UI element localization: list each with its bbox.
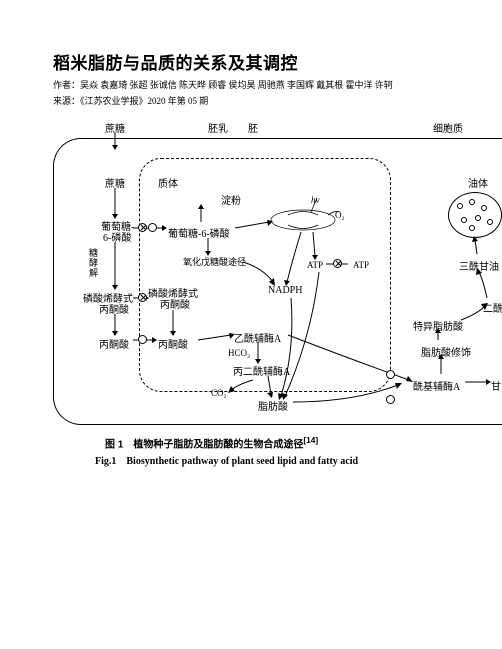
transporter-g6p-inner — [148, 223, 157, 232]
label-co2: CO₂ — [211, 388, 227, 398]
label-atp1: ATP — [307, 260, 323, 270]
label-special-fa: 特异脂肪酸 — [413, 318, 463, 333]
transporter-pyruvate — [138, 335, 147, 344]
figure-caption-cn: 图 1 植物种子脂肪及脂肪酸的生物合成途径[14] — [105, 435, 318, 450]
label-dag: 二酰 — [483, 300, 502, 315]
authors-line: 作者：吴焱 袁嘉琦 张超 张诚信 陈天晔 顾睿 侯均昊 周驰燕 李国辉 戴其根 … — [53, 78, 393, 91]
label-cytoplasm: 细胞质 — [433, 120, 463, 135]
label-pyruvate-l: 丙酮酸 — [99, 336, 129, 351]
label-fatty-acid: 脂肪酸 — [258, 398, 288, 413]
label-pep-r2: 丙酮酸 — [160, 296, 190, 311]
source-line: 来源：《江苏农业学报》2020 年第 05 期 — [53, 94, 208, 107]
label-g6p-2: 6-磷酸 — [103, 229, 131, 244]
label-pep-l2: 丙酮酸 — [99, 301, 129, 316]
label-o2: O₂ — [335, 210, 345, 220]
label-acylcoa: 酰基辅酶A — [413, 378, 460, 393]
label-oilbody: 油体 — [468, 175, 488, 190]
transporter-atp — [333, 259, 342, 268]
label-embryo: 胚 — [248, 120, 258, 135]
biosynthesis-diagram: 蔗糖 胚乳 胚 细胞质 蔗糖 葡萄糖- 6-磷酸 糖 酵 解 磷酸烯酵式 丙酮酸… — [53, 120, 502, 420]
transporter-fa — [386, 370, 395, 379]
label-fa-modify: 脂肪酸修饰 — [421, 344, 471, 359]
page-title: 稻米脂肪与品质的关系及其调控 — [53, 49, 298, 74]
label-plastid: 质体 — [158, 175, 178, 190]
label-atp2: ATP — [353, 260, 369, 270]
transporter-g6p — [138, 223, 147, 232]
label-tag: 三酰甘油 — [459, 258, 499, 273]
transporter-fa2 — [386, 395, 395, 404]
label-oxppp: 氧化戊糖酸途径 — [183, 255, 246, 268]
label-hv: hv — [311, 195, 320, 205]
transporter-pep — [138, 293, 147, 302]
plastid-boundary — [139, 158, 391, 392]
oil-body-shape — [448, 192, 502, 238]
label-sucrose-out: 蔗糖 — [105, 120, 125, 135]
label-gan: 甘 — [491, 378, 501, 393]
figure-caption-en: Fig.1 Biosynthetic pathway of plant seed… — [95, 452, 358, 467]
label-pyruvate-r: 丙酮酸 — [158, 336, 188, 351]
label-sucrose-in: 蔗糖 — [105, 175, 125, 190]
label-malonylcoa: 丙二酰辅酶A — [233, 363, 290, 378]
caption-ref: [14] — [303, 435, 318, 445]
label-g6p-r: 葡萄糖-6-磷酸 — [168, 225, 230, 240]
label-glyco3: 解 — [89, 266, 98, 279]
label-endosperm: 胚乳 — [208, 120, 228, 135]
label-hco3: HCO₃ — [228, 348, 250, 358]
caption-cn-text: 图 1 植物种子脂肪及脂肪酸的生物合成途径 — [105, 439, 303, 450]
label-nadph: NADPH — [268, 285, 302, 296]
label-starch: 淀粉 — [221, 192, 241, 207]
label-acetylcoa: 乙酰辅酶A — [234, 330, 281, 345]
